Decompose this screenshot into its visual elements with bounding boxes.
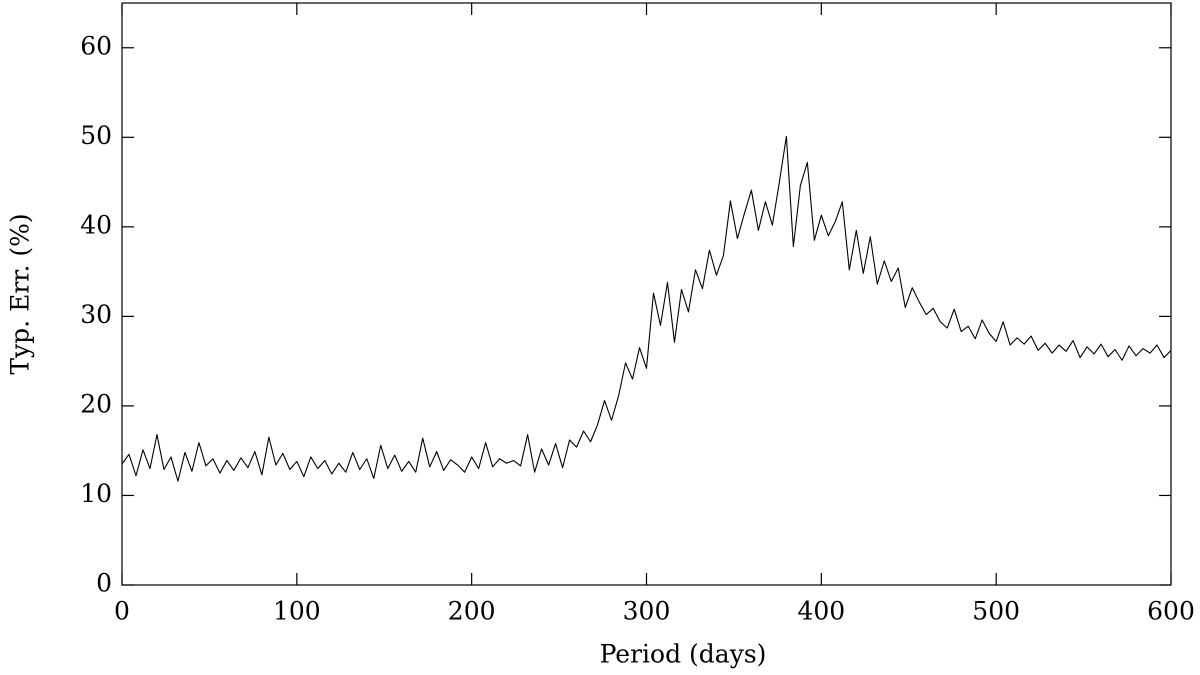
y-tick-label: 50 — [80, 121, 112, 150]
y-tick-label: 20 — [80, 389, 112, 418]
x-tick-label: 200 — [448, 597, 496, 626]
x-tick-label: 100 — [273, 597, 321, 626]
y-tick-label: 30 — [80, 300, 112, 329]
y-tick-label: 10 — [80, 479, 112, 508]
y-tick-label: 0 — [96, 569, 112, 598]
x-tick-label: 500 — [972, 597, 1020, 626]
data-line — [121, 135, 1172, 482]
x-tick-label: 0 — [114, 597, 130, 626]
x-axis-label: Period (days) — [600, 640, 767, 669]
x-tick-label: 300 — [623, 597, 671, 626]
x-tick-label: 400 — [797, 597, 845, 626]
y-axis-label: Typ. Err. (%) — [6, 213, 35, 374]
x-tick-label: 600 — [1147, 597, 1195, 626]
y-tick-label: 60 — [80, 31, 112, 60]
plot-frame — [121, 2, 1172, 586]
y-tick-label: 40 — [80, 210, 112, 239]
